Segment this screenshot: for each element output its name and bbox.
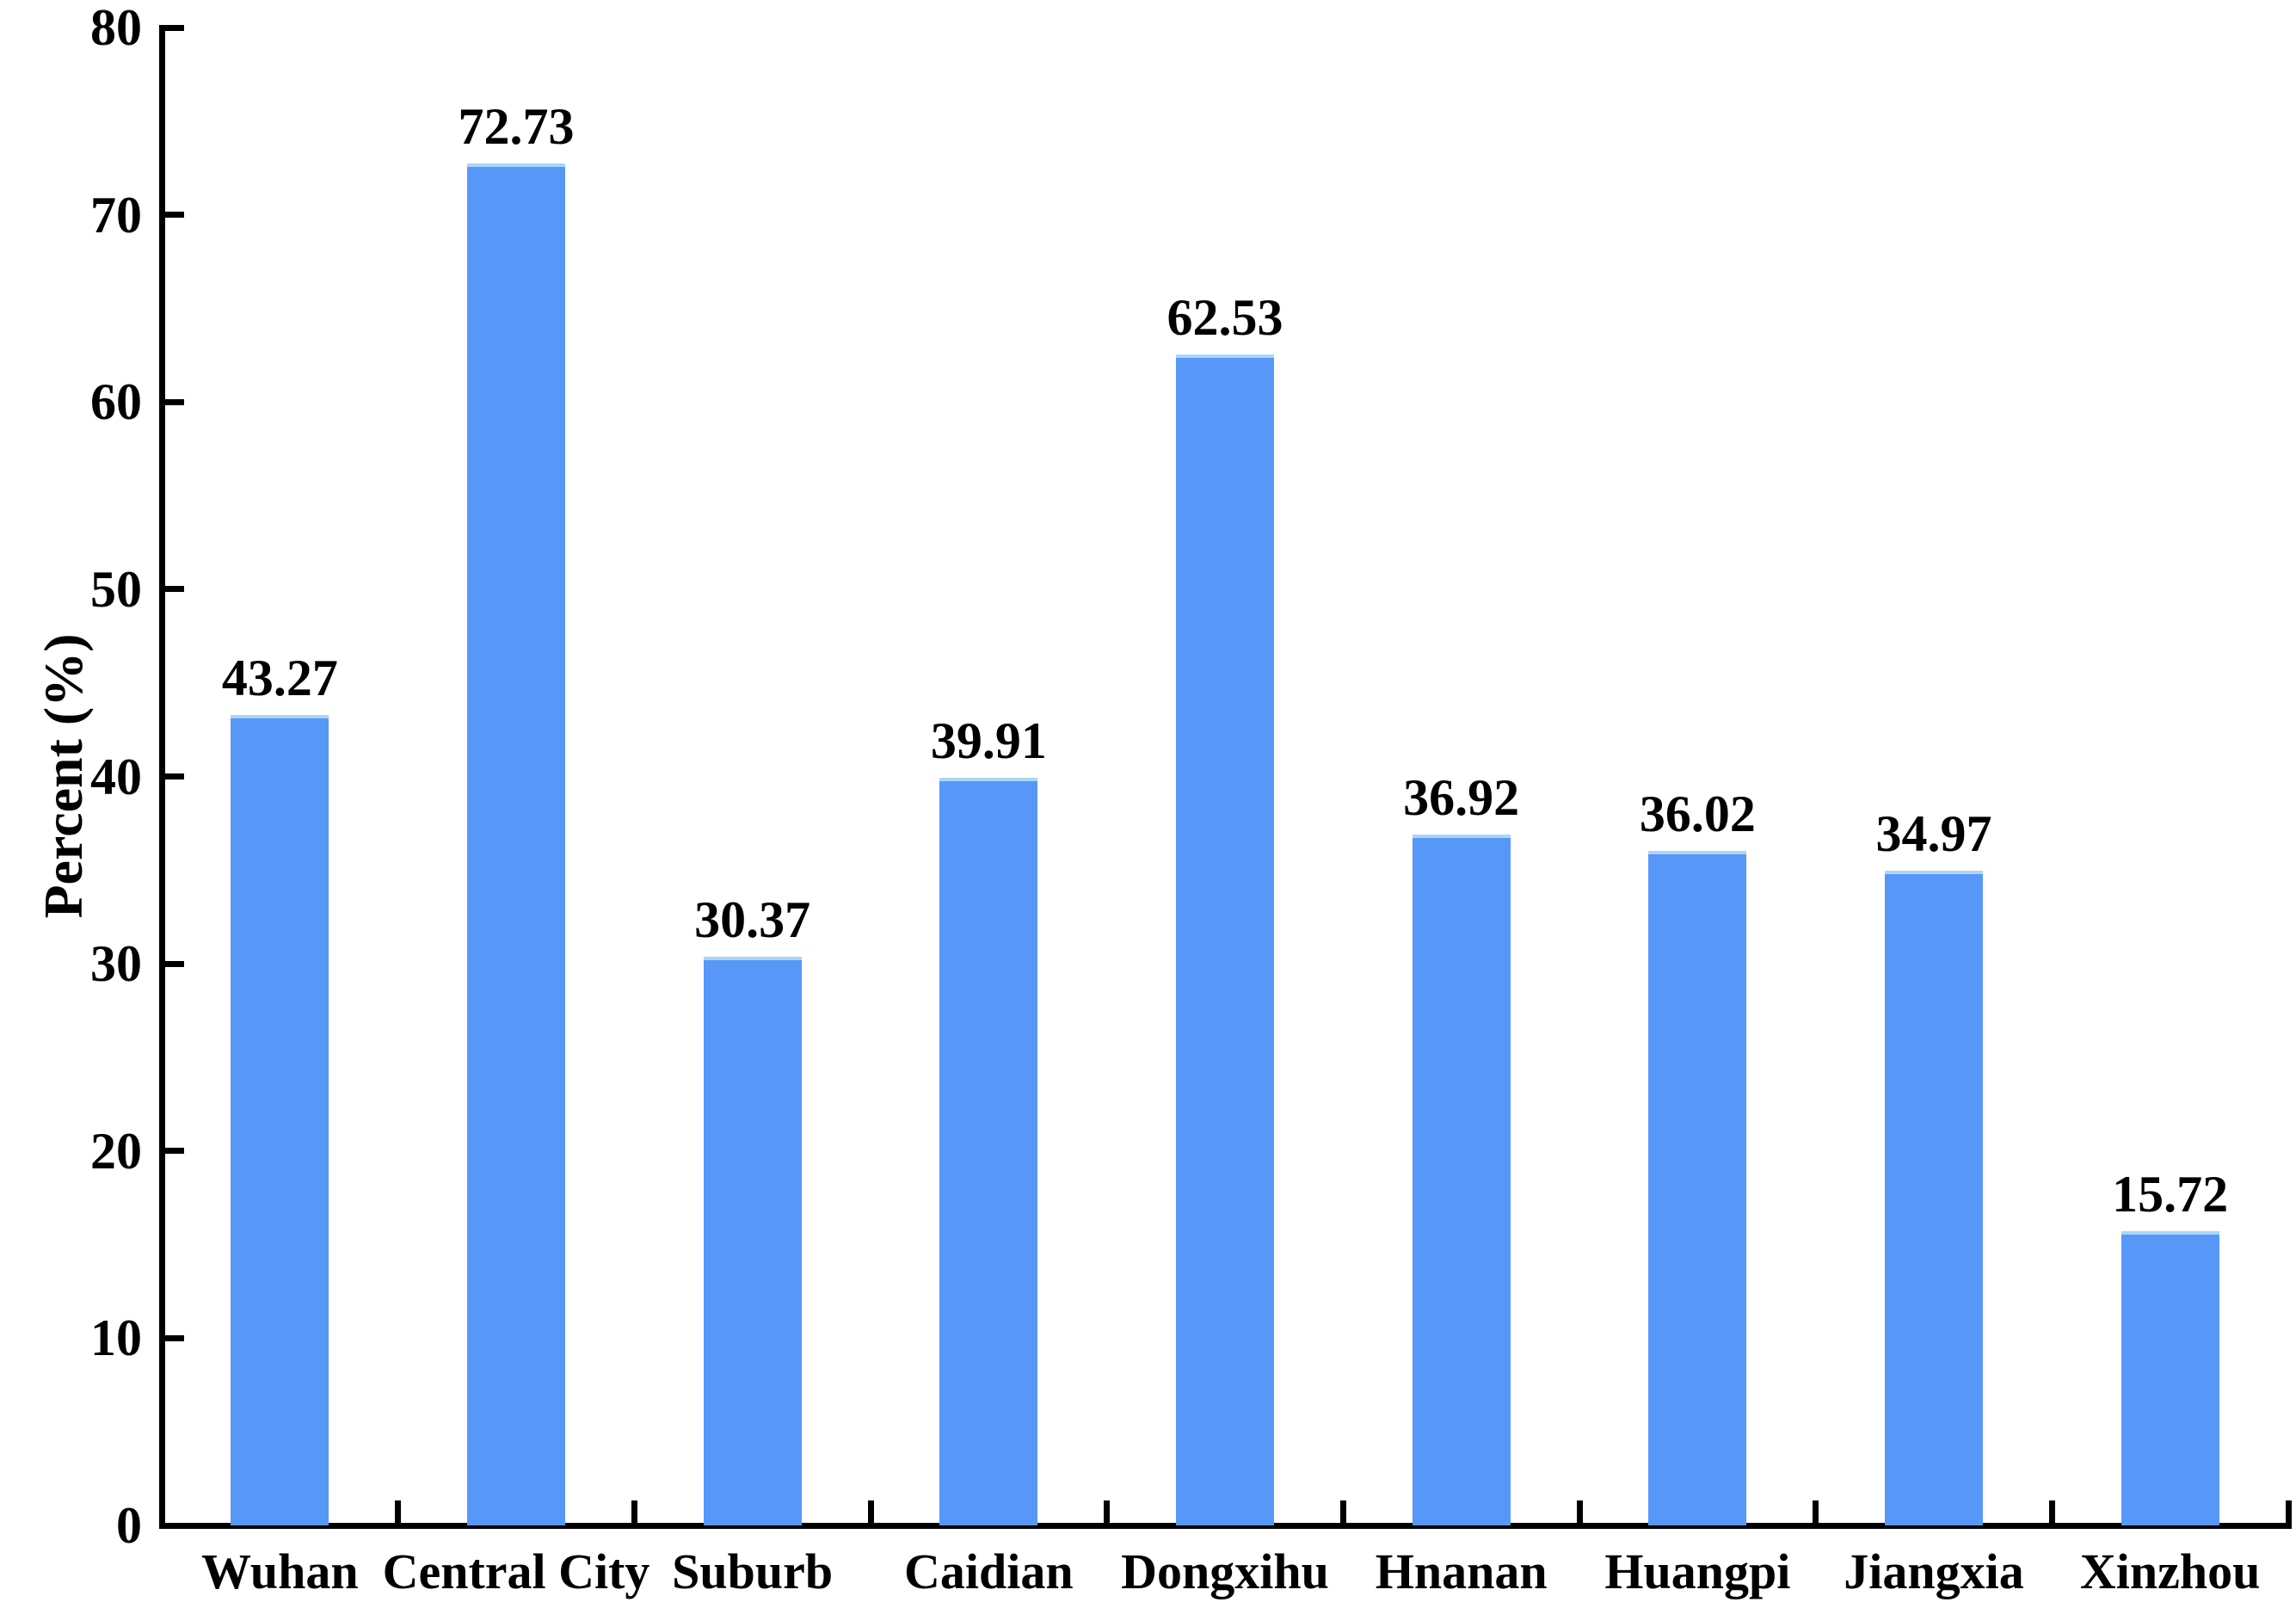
bar xyxy=(1176,354,1274,1525)
y-axis-tick-label: 60 xyxy=(90,373,142,431)
y-axis-tick-label: 80 xyxy=(90,0,142,56)
x-axis-category-label: Huangpi xyxy=(1604,1543,1791,1599)
bar xyxy=(231,715,329,1525)
bar xyxy=(703,957,802,1525)
bar-value-label: 36.02 xyxy=(1639,786,1756,843)
y-axis-tick xyxy=(162,773,184,779)
x-axis-line xyxy=(159,1523,2292,1529)
bar-value-label: 30.37 xyxy=(694,891,811,949)
x-axis-tick xyxy=(395,1500,402,1523)
x-axis-category-label: Caidian xyxy=(904,1543,1074,1599)
y-axis-tick-label: 70 xyxy=(90,186,142,243)
bar xyxy=(1412,834,1511,1525)
y-axis-tick xyxy=(162,960,184,967)
bar-value-label: 43.27 xyxy=(221,650,338,707)
x-axis-category-label: Suburb xyxy=(672,1543,834,1599)
y-axis-tick-label: 30 xyxy=(90,935,142,993)
x-axis-category-label: Central City xyxy=(382,1543,650,1599)
bar-value-label: 34.97 xyxy=(1875,804,1992,862)
y-axis-tick xyxy=(162,398,184,405)
x-axis-tick xyxy=(631,1500,637,1523)
y-axis-tick-label: 40 xyxy=(90,748,142,805)
y-axis-tick xyxy=(162,24,184,31)
x-axis-category-label: Wuhan xyxy=(200,1543,359,1599)
x-axis-tick xyxy=(1104,1500,1111,1523)
x-axis-tick xyxy=(1813,1500,1819,1523)
y-axis-tick xyxy=(162,1334,184,1341)
y-axis-tick-label: 0 xyxy=(116,1497,142,1554)
bar-value-label: 36.92 xyxy=(1403,768,1520,826)
bar-value-label: 72.73 xyxy=(458,98,575,156)
y-axis-tick-label: 10 xyxy=(90,1309,142,1367)
bar-value-label: 62.53 xyxy=(1166,289,1283,347)
bar-value-label: 15.72 xyxy=(2112,1165,2229,1223)
x-axis-category-label: Jiangxia xyxy=(1844,1543,2024,1599)
x-axis-category-label: Dongxihu xyxy=(1121,1543,1329,1599)
bar xyxy=(1648,851,1747,1525)
x-axis-tick xyxy=(867,1500,874,1523)
y-axis-tick-label: 20 xyxy=(90,1122,142,1180)
bar xyxy=(467,163,565,1525)
y-axis-tick xyxy=(162,586,184,593)
y-axis-tick xyxy=(162,212,184,219)
bar xyxy=(2121,1230,2219,1525)
x-axis-tick xyxy=(1576,1500,1583,1523)
y-axis-tick-label: 50 xyxy=(90,560,142,618)
x-axis-category-label: Xinzhou xyxy=(2079,1543,2261,1599)
bar xyxy=(939,778,1038,1525)
x-axis-tick xyxy=(1339,1500,1346,1523)
x-axis-tick xyxy=(2048,1500,2055,1523)
bar-value-label: 39.91 xyxy=(930,712,1047,770)
bar xyxy=(1885,870,1983,1525)
y-axis-tick xyxy=(162,1148,184,1155)
x-axis-tick xyxy=(2285,1500,2292,1523)
x-axis-category-label: Hnanan xyxy=(1375,1543,1548,1599)
